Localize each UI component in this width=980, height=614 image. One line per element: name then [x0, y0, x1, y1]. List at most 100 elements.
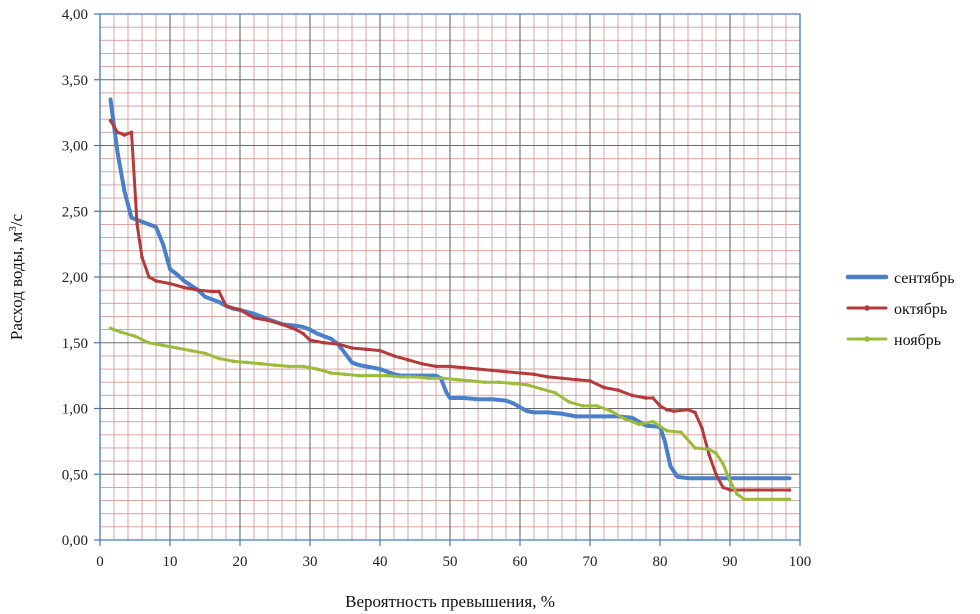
series-point [109, 119, 113, 123]
series-point [434, 365, 438, 369]
series-point [693, 446, 697, 450]
x-tick-label: 10 [163, 554, 178, 570]
series-point [203, 351, 207, 355]
series-point [217, 290, 221, 294]
series-point [315, 367, 319, 371]
y-tick-label: 3,00 [62, 139, 88, 155]
series-point [714, 451, 718, 455]
chart-background [0, 0, 980, 614]
series-point [581, 404, 585, 408]
y-axis-title-tail: /с [7, 213, 26, 226]
series-point [135, 223, 139, 227]
series-point [420, 362, 424, 366]
series-point [686, 408, 690, 412]
series-point [476, 367, 480, 371]
series-point [252, 316, 256, 320]
series-point [364, 348, 368, 352]
series-point [553, 391, 557, 395]
series-point [609, 409, 613, 413]
x-axis-title: Вероятность превышения, % [345, 592, 555, 611]
series-point [728, 488, 732, 492]
x-tick-label: 80 [653, 554, 668, 570]
x-tick-label: 20 [233, 554, 248, 570]
series-point [532, 373, 536, 377]
series-point [109, 326, 113, 330]
y-tick-label: 1,50 [62, 336, 88, 352]
series-point [350, 346, 354, 350]
series-point [602, 386, 606, 390]
series-point [490, 369, 494, 373]
x-tick-label: 60 [513, 554, 528, 570]
x-tick-label: 0 [96, 554, 104, 570]
series-point [224, 304, 228, 308]
series-point [231, 359, 235, 363]
series-point [665, 408, 669, 412]
series-point [588, 379, 592, 383]
series-point [189, 349, 193, 353]
series-point [707, 453, 711, 457]
series-point [259, 362, 263, 366]
series-point [469, 379, 473, 383]
series-point [546, 375, 550, 379]
series-point [518, 371, 522, 375]
series-point [679, 430, 683, 434]
series-point [595, 404, 599, 408]
series-point [273, 363, 277, 367]
legend-label: сентябрь [894, 270, 955, 287]
series-point [788, 488, 792, 492]
series-point [427, 376, 431, 380]
series-point [182, 286, 186, 290]
series-point [123, 133, 127, 137]
series-point [322, 341, 326, 345]
y-axis-title-main: Расход воды, м [7, 231, 26, 340]
series-point [343, 373, 347, 377]
series-point [130, 131, 134, 135]
series-point [287, 365, 291, 369]
series-point [455, 378, 459, 382]
series-point [441, 376, 445, 380]
series-point [161, 344, 165, 348]
series-point [623, 417, 627, 421]
series-point [217, 357, 221, 361]
series-point [693, 411, 697, 415]
series-point [210, 290, 214, 294]
series-point [672, 409, 676, 413]
series-point [567, 400, 571, 404]
y-tick-label: 3,50 [62, 73, 88, 89]
series-point [266, 319, 270, 323]
series-point [116, 131, 120, 135]
series-point [301, 365, 305, 369]
series-point [756, 488, 760, 492]
series-point [168, 282, 172, 286]
legend-label: ноябрь [894, 332, 941, 349]
legend-marker [864, 305, 870, 311]
series-point [294, 328, 298, 332]
y-tick-label: 0,50 [62, 467, 88, 483]
series-point [651, 420, 655, 424]
series-point [651, 396, 655, 400]
series-point [630, 394, 634, 398]
series-point [357, 374, 361, 378]
x-tick-label: 30 [303, 554, 318, 570]
series-point [245, 361, 249, 365]
series-point [392, 354, 396, 358]
series-point [329, 371, 333, 375]
series-point [133, 334, 137, 338]
series-point [504, 370, 508, 374]
series-point [140, 255, 144, 259]
series-point [301, 332, 305, 336]
series-point [336, 342, 340, 346]
x-tick-label: 40 [373, 554, 388, 570]
series-point [147, 341, 151, 345]
series-point [788, 497, 792, 501]
series-point [196, 288, 200, 292]
series-point [707, 447, 711, 451]
x-tick-label: 50 [443, 554, 458, 570]
y-axis-title: Расход воды, м3/с [7, 213, 26, 340]
y-tick-label: 2,00 [62, 270, 88, 286]
series-point [175, 346, 179, 350]
series-point [539, 387, 543, 391]
y-tick-label: 2,50 [62, 204, 88, 220]
y-tick-label: 1,00 [62, 402, 88, 418]
series-point [511, 382, 515, 386]
